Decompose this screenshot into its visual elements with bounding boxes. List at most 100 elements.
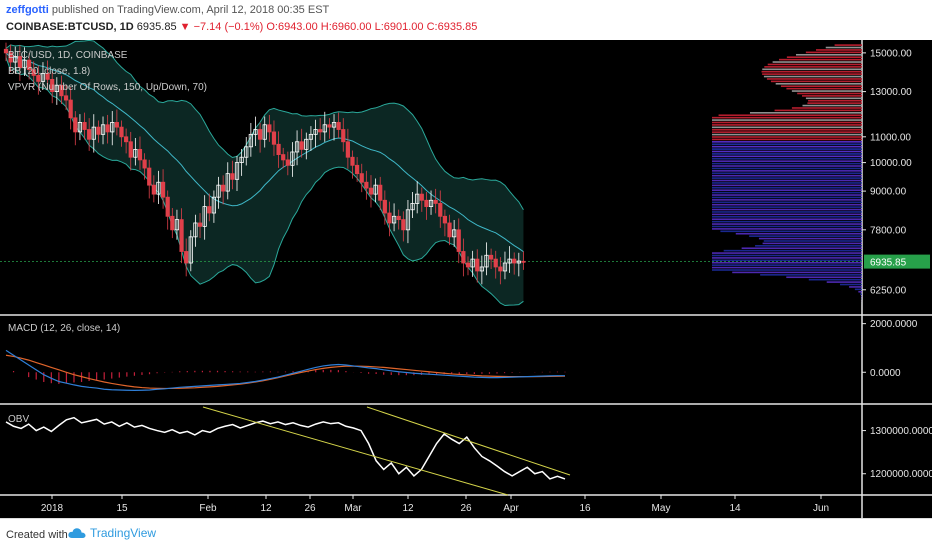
vpvr-bar (761, 70, 862, 73)
vpvr-bar (805, 97, 862, 100)
candle-body (179, 219, 184, 252)
candle-body (244, 146, 249, 158)
vpvr-bar (712, 172, 862, 175)
vpvr-bar (712, 194, 862, 196)
candle-body (479, 266, 484, 272)
vpvr-bar (839, 283, 862, 286)
vpvr-bar (775, 83, 862, 85)
vpvr-bar (712, 252, 862, 254)
vpvr-bar (712, 170, 862, 172)
time-tick-label: Jun (813, 503, 829, 514)
candle-body (59, 85, 64, 97)
candle-body (216, 184, 221, 198)
time-tick-label: 16 (579, 503, 591, 514)
obv-tick-label: 1200000.0000 (870, 469, 932, 480)
vpvr-bar (791, 90, 862, 92)
vpvr-bar (858, 290, 862, 293)
price-tick-label: 10000.00 (870, 158, 912, 169)
candle-body (36, 75, 41, 82)
vpvr-bar (712, 208, 862, 211)
vpvr-bar (712, 174, 862, 177)
vpvr-bar (774, 109, 862, 112)
vpvr-bar (860, 293, 862, 295)
vpvr-bar (712, 266, 862, 269)
candle-body (82, 122, 87, 130)
candle-body (281, 154, 286, 161)
vpvr-bar (712, 191, 862, 194)
time-tick-label: 15 (116, 503, 128, 514)
chart-area[interactable]: 15000.00 13000.00 11000.00 10000.00 9000.00 7… (0, 40, 932, 518)
candle-body (114, 122, 119, 128)
macd-line (5, 349, 565, 391)
candle-body (63, 95, 69, 101)
vpvr-bar (808, 278, 862, 281)
price-tick-label: 9000.00 (870, 187, 907, 198)
candle-body (401, 219, 406, 231)
candle-body (488, 254, 494, 260)
vpvr-bar (712, 162, 862, 165)
candle-body (442, 215, 448, 224)
time-tick-label: Feb (199, 503, 217, 514)
vpvr-bar (780, 85, 862, 88)
vpvr-bar (807, 102, 862, 104)
candle-body (160, 181, 166, 198)
vpvr-bar (712, 126, 862, 129)
author-link[interactable]: zeffgotti (6, 4, 49, 16)
obv-line (5, 416, 566, 480)
candle-body (3, 48, 9, 54)
candle-body (382, 199, 387, 214)
vpvr-bar (786, 276, 862, 279)
vpvr-bar (712, 220, 862, 223)
footer-bar: Created with TradingView (0, 518, 932, 550)
vpvr-bar (712, 186, 862, 189)
vpvr-bar (712, 189, 862, 191)
vpvr-bar (712, 160, 862, 162)
vpvr-bar (849, 286, 862, 288)
price-tick-label: 13000.00 (870, 87, 912, 98)
candle-body (452, 229, 457, 238)
vpvr-bar (815, 49, 862, 51)
candle-body (299, 141, 304, 150)
created-with-text: Created with (6, 529, 68, 541)
vpvr-bar (762, 242, 862, 245)
candle-body (290, 151, 295, 166)
vpvr-bar (720, 230, 862, 233)
candle-body (405, 209, 411, 231)
vpvr-bar (712, 257, 862, 259)
candle-body (91, 126, 96, 140)
vpvr-bar (712, 116, 862, 119)
vpvr-bar (712, 199, 862, 201)
candle-body (470, 258, 475, 268)
symbol-info: COINBASE:BTCUSD, 1D 6935.85 ▼ −7.14 (−0.… (6, 21, 477, 33)
candle-body (124, 136, 129, 143)
vpvr-bar (712, 216, 862, 218)
vpvr-bar (712, 138, 862, 141)
symbol-name: COINBASE:BTCUSD, 1D (6, 21, 134, 33)
candle-body (193, 222, 198, 238)
vpvr-bar (735, 232, 862, 235)
time-tick-label: 12 (260, 503, 272, 514)
macd-tick-label: 0.0000 (870, 368, 901, 379)
vpvr-bar (760, 274, 862, 276)
header-bar: zeffgotti published on TradingView.com, … (0, 0, 932, 40)
candle-body (350, 156, 355, 166)
candle-body (456, 229, 461, 252)
candle-body (313, 129, 318, 135)
vpvr-bar (779, 58, 862, 61)
chart-svg[interactable]: 15000.00 13000.00 11000.00 10000.00 9000.00 7… (0, 40, 932, 518)
candle-body (253, 129, 258, 135)
vpvr-bar (749, 112, 862, 114)
candle-body (110, 122, 115, 133)
vpvr-bar (712, 133, 862, 136)
candle-body (202, 206, 207, 227)
candle-body (318, 129, 323, 133)
publish-text: published on TradingView.com, April 12, … (51, 4, 330, 16)
vpvr-bar (712, 184, 862, 187)
vpvr-bar (762, 73, 862, 75)
candle-body (13, 56, 18, 63)
candle-body (345, 141, 350, 158)
candle-body (105, 124, 110, 133)
tradingview-brand[interactable]: TradingView (68, 526, 156, 540)
candle-body (516, 260, 521, 264)
candle-body (262, 124, 267, 140)
